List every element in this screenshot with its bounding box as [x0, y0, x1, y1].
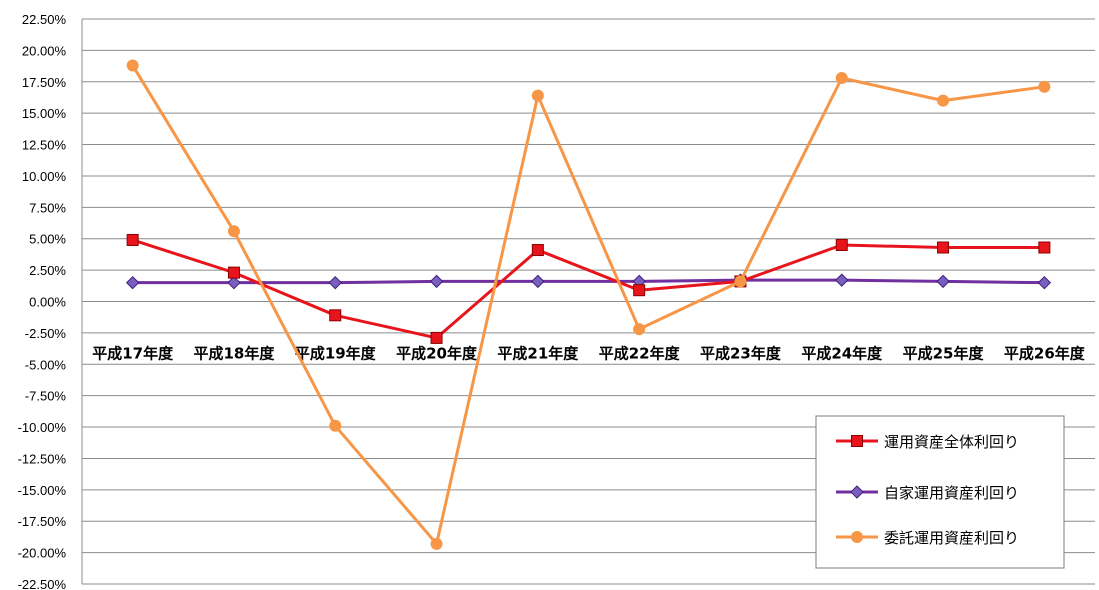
data-point [531, 244, 544, 257]
x-tick-label: 平成19年度 [295, 345, 377, 363]
data-point [430, 331, 443, 344]
series-line [131, 64, 1045, 546]
y-tick-label: -7.50% [25, 389, 67, 404]
y-tick-label: 0.00% [29, 295, 66, 310]
data-point [937, 94, 950, 107]
data-point [227, 266, 240, 279]
series-line [132, 238, 1045, 340]
y-tick-label: -2.50% [25, 326, 67, 341]
y-tick-label: 20.00% [22, 43, 67, 58]
data-point [835, 239, 848, 251]
data-point [430, 537, 443, 550]
data-point [328, 275, 342, 290]
y-tick-label: -10.00% [18, 420, 67, 435]
data-point [633, 284, 646, 297]
y-tick-label: -22.50% [18, 577, 67, 590]
y-tick-label: -17.50% [18, 514, 67, 529]
y-tick-label: 5.00% [29, 232, 66, 247]
data-point [850, 485, 864, 499]
data-point [936, 274, 950, 289]
x-tick-label: 平成20年度 [396, 345, 478, 363]
data-point [851, 435, 863, 447]
x-tick-label: 平成24年度 [801, 345, 883, 363]
data-point [851, 531, 863, 543]
y-tick-label: 2.50% [29, 263, 66, 278]
y-tick-label: 15.00% [22, 106, 67, 121]
x-tick-label: 平成26年度 [1004, 345, 1086, 363]
y-tick-label: -15.00% [18, 483, 67, 498]
data-point [1038, 80, 1051, 93]
data-point [1037, 275, 1052, 290]
y-tick-label: -5.00% [25, 357, 67, 372]
x-tick-label: 平成22年度 [599, 345, 681, 363]
y-tick-label: 10.00% [22, 169, 67, 184]
data-point [531, 274, 545, 289]
y-tick-label: -20.00% [18, 546, 67, 561]
y-tick-label: -12.50% [18, 451, 67, 466]
data-point [734, 275, 747, 288]
data-point [126, 233, 139, 246]
y-tick-label: 7.50% [29, 200, 66, 215]
data-point [1038, 241, 1051, 254]
data-point [937, 241, 950, 254]
series-line [132, 278, 1045, 285]
data-point [329, 309, 342, 322]
legend-item: 委託運用資産利回り [836, 529, 1019, 547]
y-tick-label: 12.50% [22, 138, 67, 153]
data-point [429, 274, 444, 289]
x-tick-label: 平成21年度 [497, 345, 579, 363]
y-axis: 22.50% 20.00% 17.50% 15.00% 12.50% 10.00% 7.50… [18, 12, 67, 590]
y-tick-label: 17.50% [22, 75, 67, 90]
x-tick-label: 平成18年度 [194, 345, 276, 363]
data-point [227, 225, 240, 238]
data-point [227, 275, 241, 290]
y-tick-label: 22.50% [22, 12, 67, 27]
series-3 [126, 59, 1051, 550]
legend-label: 自家運用資産利回り [884, 484, 1019, 502]
x-tick-label: 平成17年度 [92, 345, 174, 363]
data-point [329, 419, 342, 432]
data-point [531, 89, 544, 102]
legend-label: 委託運用資産利回り [884, 529, 1019, 547]
legend-label: 運用資産全体利回り [884, 433, 1019, 451]
x-tick-label: 平成25年度 [903, 345, 985, 363]
legend-item: 運用資産全体利回り [836, 433, 1019, 451]
data-point [125, 275, 140, 290]
data-point [126, 59, 139, 72]
x-tick-label: 平成23年度 [700, 345, 782, 363]
legend-item: 自家運用資産利回り [836, 484, 1019, 502]
x-axis: 平成17年度 平成18年度 平成19年度 平成20年度 平成21年度 平成22年度 平成23… [92, 345, 1086, 363]
data-point [633, 323, 646, 336]
data-point [835, 273, 849, 287]
data-point [835, 72, 848, 85]
